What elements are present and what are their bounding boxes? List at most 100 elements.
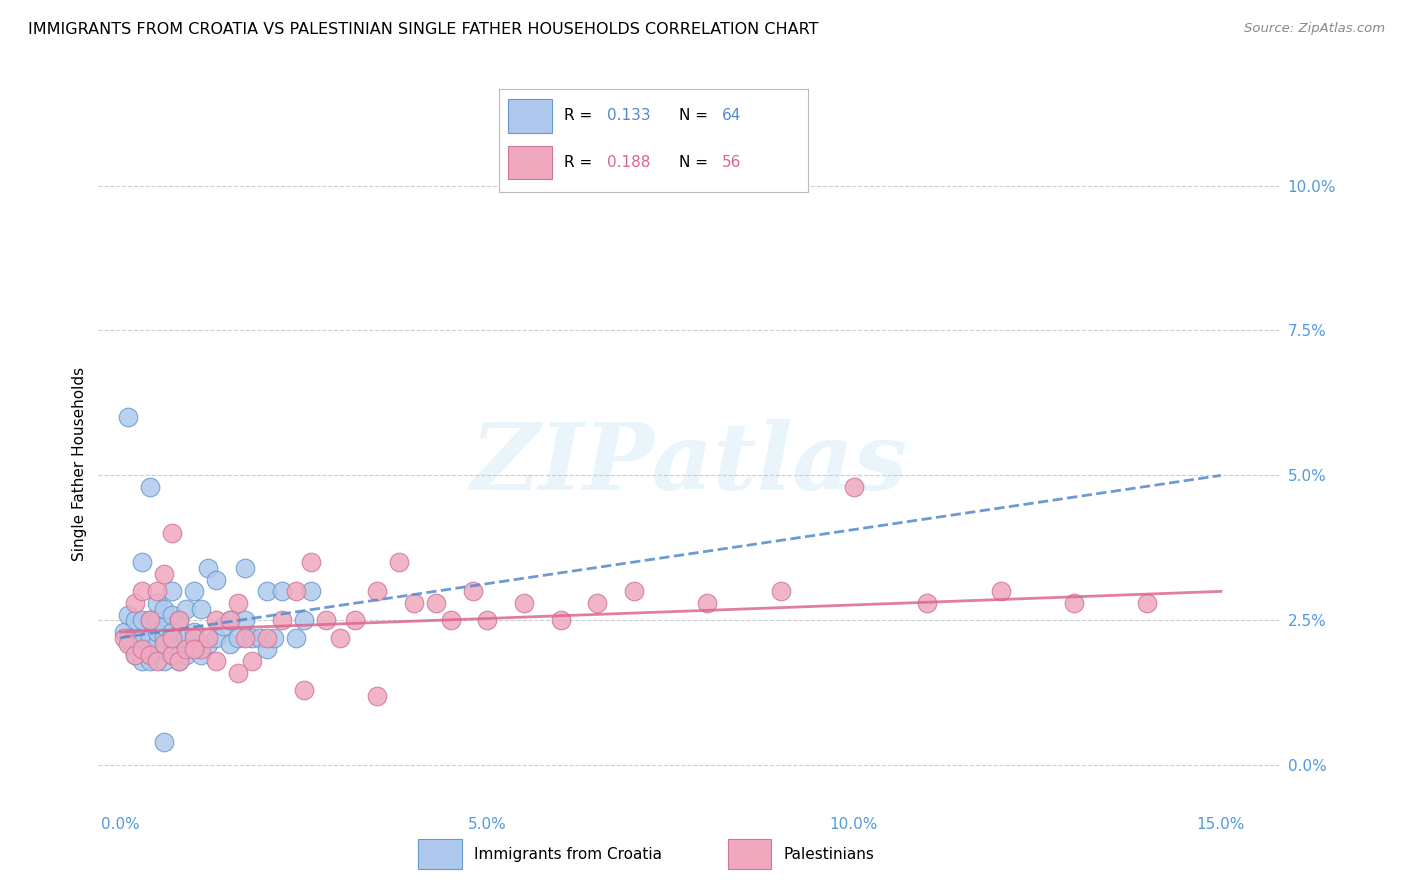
Point: [270, 614, 292, 628]
Point: [477, 614, 499, 628]
Point: [256, 631, 278, 645]
Point: [124, 614, 146, 628]
Point: [190, 642, 212, 657]
Point: [139, 648, 162, 662]
Point: [550, 614, 572, 628]
Point: [366, 584, 388, 599]
Point: [146, 624, 169, 639]
Point: [131, 642, 153, 657]
Point: [183, 584, 205, 599]
Text: IMMIGRANTS FROM CROATIA VS PALESTINIAN SINGLE FATHER HOUSEHOLDS CORRELATION CHAR: IMMIGRANTS FROM CROATIA VS PALESTINIAN S…: [28, 22, 818, 37]
Point: [204, 614, 226, 628]
Point: [402, 596, 425, 610]
Point: [146, 648, 169, 662]
Bar: [728, 839, 770, 869]
Text: 0.188: 0.188: [607, 154, 651, 169]
Point: [146, 584, 169, 599]
Text: 0.133: 0.133: [607, 108, 651, 123]
Point: [124, 631, 146, 645]
Text: Palestinians: Palestinians: [783, 847, 875, 862]
Point: [204, 631, 226, 645]
Point: [131, 614, 153, 628]
Y-axis label: Single Father Households: Single Father Households: [72, 367, 87, 561]
Point: [160, 637, 183, 651]
Point: [329, 631, 352, 645]
Point: [167, 637, 190, 651]
Point: [233, 561, 256, 575]
Point: [153, 642, 176, 657]
Point: [990, 584, 1012, 599]
Point: [292, 614, 315, 628]
Point: [212, 619, 235, 633]
Point: [197, 631, 219, 645]
Point: [461, 584, 484, 599]
Point: [285, 584, 308, 599]
Point: [197, 561, 219, 575]
Point: [315, 614, 337, 628]
Point: [153, 631, 176, 645]
Point: [112, 624, 135, 639]
Text: 64: 64: [721, 108, 741, 123]
Point: [153, 601, 176, 615]
Point: [292, 683, 315, 698]
Point: [153, 619, 176, 633]
Point: [176, 631, 198, 645]
Bar: [509, 99, 551, 133]
Point: [256, 584, 278, 599]
Point: [146, 614, 169, 628]
Point: [120, 637, 142, 651]
Point: [270, 584, 292, 599]
Point: [219, 637, 242, 651]
Point: [1063, 596, 1085, 610]
Text: 56: 56: [721, 154, 741, 169]
Point: [242, 654, 264, 668]
Point: [586, 596, 609, 610]
Text: R =: R =: [564, 154, 598, 169]
Text: N =: N =: [679, 108, 713, 123]
Point: [139, 631, 162, 645]
Point: [131, 631, 153, 645]
Point: [117, 410, 139, 425]
Point: [263, 631, 285, 645]
Point: [513, 596, 536, 610]
Point: [124, 648, 146, 662]
Point: [388, 555, 411, 569]
Point: [139, 642, 162, 657]
Point: [124, 648, 146, 662]
Point: [176, 601, 198, 615]
Point: [183, 624, 205, 639]
Point: [153, 735, 176, 749]
Point: [153, 637, 176, 651]
Text: Source: ZipAtlas.com: Source: ZipAtlas.com: [1244, 22, 1385, 36]
Point: [299, 555, 322, 569]
Point: [917, 596, 939, 610]
Point: [439, 614, 461, 628]
Bar: [419, 839, 461, 869]
Point: [366, 689, 388, 703]
Point: [131, 555, 153, 569]
Point: [160, 648, 183, 662]
Point: [226, 596, 249, 610]
Point: [285, 631, 308, 645]
Point: [153, 654, 176, 668]
Point: [249, 631, 271, 645]
Point: [160, 584, 183, 599]
Point: [146, 654, 169, 668]
Point: [226, 631, 249, 645]
Point: [160, 624, 183, 639]
Point: [167, 654, 190, 668]
Point: [219, 614, 242, 628]
Text: N =: N =: [679, 154, 713, 169]
Point: [131, 584, 153, 599]
Point: [124, 596, 146, 610]
Point: [183, 631, 205, 645]
Point: [183, 642, 205, 657]
Point: [425, 596, 447, 610]
Point: [167, 614, 190, 628]
Point: [139, 654, 162, 668]
Text: Immigrants from Croatia: Immigrants from Croatia: [474, 847, 662, 862]
Point: [160, 631, 183, 645]
Point: [139, 614, 162, 628]
Bar: [509, 145, 551, 179]
Point: [233, 614, 256, 628]
